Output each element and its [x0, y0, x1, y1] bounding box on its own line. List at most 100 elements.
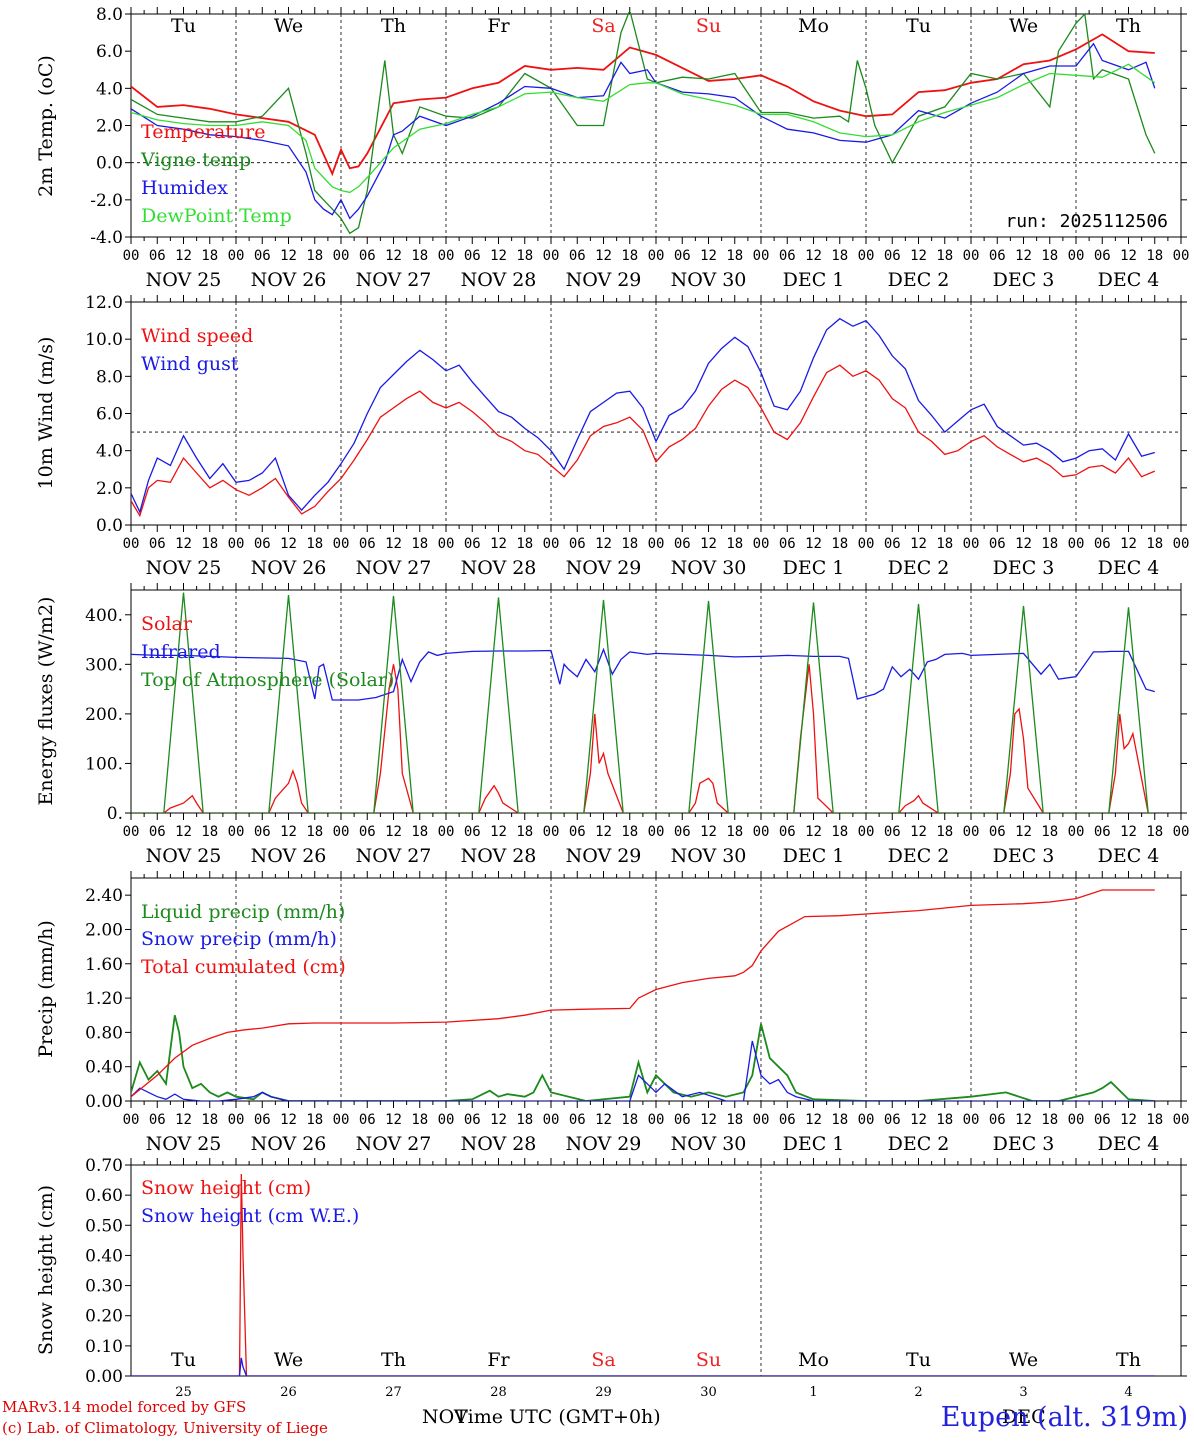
wind-hour-label: 00 [438, 536, 455, 552]
energy-panel [125, 583, 1187, 820]
temperature-y-axis-label: 2m Temp. (oC) [35, 55, 57, 197]
temperature-legend-entry: DewPoint Temp [141, 205, 292, 227]
temperature-hour-label: 06 [884, 248, 901, 264]
precip-panel [125, 871, 1187, 1108]
energy-date-label: DEC 1 [783, 845, 845, 867]
temperature-date-label: DEC 4 [1098, 269, 1160, 291]
temperature-hour-label: 00 [228, 248, 245, 264]
temperature-hour-label: 18 [306, 248, 323, 264]
precip-y-axis-label: Precip (mm/h) [35, 920, 57, 1058]
precip-hour-label: 00 [333, 1112, 350, 1128]
precip-date-label: NOV 27 [356, 1133, 432, 1155]
snow-weekday-label: Tu [906, 1349, 931, 1371]
precip-date-label: DEC 4 [1098, 1133, 1160, 1155]
wind-hour-label: 18 [1146, 536, 1163, 552]
precip-hour-label: 06 [989, 1112, 1006, 1128]
precip-hour-label: 00 [963, 1112, 980, 1128]
temperature-hour-label: 00 [963, 248, 980, 264]
wind-y-tick-label: 8.0 [96, 367, 123, 387]
snow-y-tick-label: 0.50 [85, 1216, 123, 1236]
wind-hour-label: 12 [1120, 536, 1137, 552]
wind-y-axis-label: 10m Wind (m/s) [35, 337, 57, 490]
snow-date-number: 1 [809, 1385, 817, 1400]
precip-legend-entry: Snow precip (mm/h) [141, 928, 337, 950]
energy-y-tick-label: 200. [85, 705, 123, 725]
precip-hour-label: 12 [280, 1112, 297, 1128]
precip-hour-label: 06 [569, 1112, 586, 1128]
precip-series-line [131, 889, 1155, 1098]
temperature-hour-label: 12 [385, 248, 402, 264]
energy-hour-label: 12 [175, 824, 192, 840]
temperature-hour-label: 18 [516, 248, 533, 264]
energy-hour-label: 18 [621, 824, 638, 840]
snow-weekday-label: We [274, 1349, 303, 1371]
wind-date-label: NOV 28 [461, 557, 537, 579]
precip-hour-label: 06 [149, 1112, 166, 1128]
energy-legend-entry: Solar [141, 613, 193, 635]
temperature-weekday-label: Sa [591, 15, 615, 37]
precip-hour-label: 18 [201, 1112, 218, 1128]
energy-y-tick-label: 300. [85, 655, 123, 675]
temperature-hour-label: 00 [753, 248, 770, 264]
energy-hour-label: 06 [779, 824, 796, 840]
energy-hour-label: 06 [569, 824, 586, 840]
wind-hour-label: 06 [149, 536, 166, 552]
wind-hour-label: 00 [543, 536, 560, 552]
month-label-left: NOV [422, 1406, 468, 1428]
temperature-panel [125, 7, 1187, 244]
wind-y-tick-label: 10.0 [85, 330, 123, 350]
wind-hour-label: 12 [910, 536, 927, 552]
snow-weekday-label: Mo [798, 1349, 829, 1371]
precip-hour-label: 00 [753, 1112, 770, 1128]
temperature-hour-label: 12 [1015, 248, 1032, 264]
energy-hour-label: 00 [963, 824, 980, 840]
wind-hour-label: 06 [464, 536, 481, 552]
energy-hour-label: 18 [411, 824, 428, 840]
precip-y-tick-label: 1.20 [85, 989, 123, 1009]
temperature-hour-label: 18 [1041, 248, 1058, 264]
energy-date-label: NOV 29 [566, 845, 642, 867]
temperature-date-label: DEC 1 [783, 269, 845, 291]
snow-weekday-label: We [1009, 1349, 1038, 1371]
precip-hour-label: 12 [910, 1112, 927, 1128]
precip-hour-label: 00 [1173, 1112, 1190, 1128]
wind-hour-label: 12 [595, 536, 612, 552]
wind-legend-entry: Wind speed [141, 325, 253, 347]
temperature-legend-entry: Vigne temp [140, 149, 251, 171]
snow-date-number: 25 [175, 1385, 192, 1400]
energy-hour-label: 00 [1068, 824, 1085, 840]
energy-hour-label: 12 [385, 824, 402, 840]
energy-series-line [131, 592, 1155, 813]
energy-hour-label: 18 [1041, 824, 1058, 840]
precip-series-line [131, 1014, 1155, 1101]
energy-y-tick-label: 100. [85, 754, 123, 774]
temperature-hour-label: 18 [201, 248, 218, 264]
snow-y-tick-label: 0.00 [85, 1367, 123, 1387]
precip-hour-label: 18 [621, 1112, 638, 1128]
energy-hour-label: 18 [1146, 824, 1163, 840]
energy-y-tick-label: 0. [107, 804, 123, 824]
energy-frame [130, 589, 1182, 814]
energy-hour-label: 00 [648, 824, 665, 840]
energy-hour-label: 12 [595, 824, 612, 840]
energy-hour-label: 18 [831, 824, 848, 840]
temperature-weekday-label: Th [1116, 15, 1141, 37]
energy-hour-label: 12 [1120, 824, 1137, 840]
energy-hour-label: 18 [936, 824, 953, 840]
wind-hour-label: 12 [1015, 536, 1032, 552]
wind-hour-label: 18 [621, 536, 638, 552]
temperature-hour-label: 00 [648, 248, 665, 264]
precip-hour-label: 06 [779, 1112, 796, 1128]
temperature-hour-label: 06 [1094, 248, 1111, 264]
snow-y-tick-label: 0.70 [85, 1156, 123, 1176]
snow-panel [125, 1158, 1187, 1377]
temperature-hour-label: 00 [543, 248, 560, 264]
wind-legend-entry: Wind gust [141, 353, 239, 375]
precip-hour-label: 00 [228, 1112, 245, 1128]
energy-hour-label: 00 [543, 824, 560, 840]
temperature-hour-label: 12 [700, 248, 717, 264]
snow-weekday-label: Tu [171, 1349, 196, 1371]
wind-date-label: NOV 25 [146, 557, 222, 579]
precip-hour-label: 18 [306, 1112, 323, 1128]
precip-hour-label: 12 [700, 1112, 717, 1128]
